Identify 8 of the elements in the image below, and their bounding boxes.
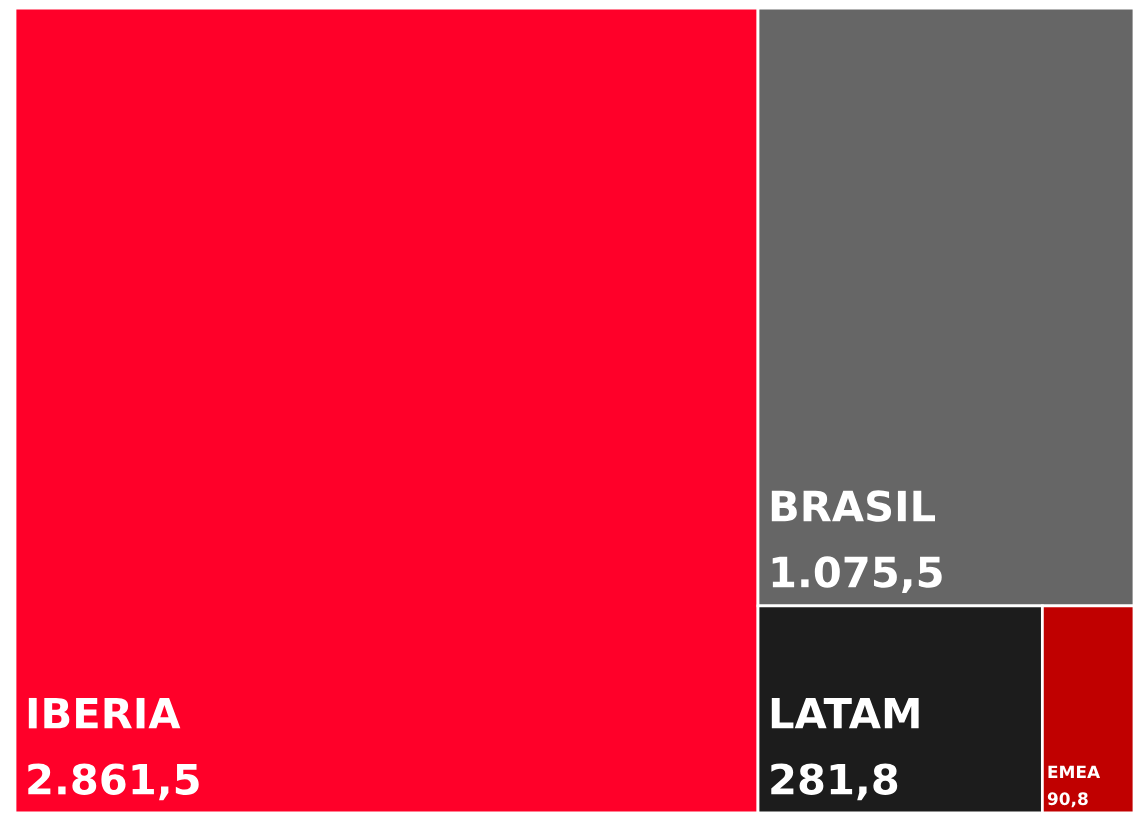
category-label: IBERIA (28, 697, 181, 729)
data-label: 1.075,5 (772, 556, 942, 594)
data-label: 90,8 (1047, 792, 1088, 808)
category-label: LATAM (771, 697, 919, 729)
data-label: 281,8 (771, 763, 898, 801)
category-label: EMEA (1048, 765, 1101, 779)
data-label: 2.861,5 (28, 763, 199, 801)
category-label: BRASIL (771, 490, 936, 522)
